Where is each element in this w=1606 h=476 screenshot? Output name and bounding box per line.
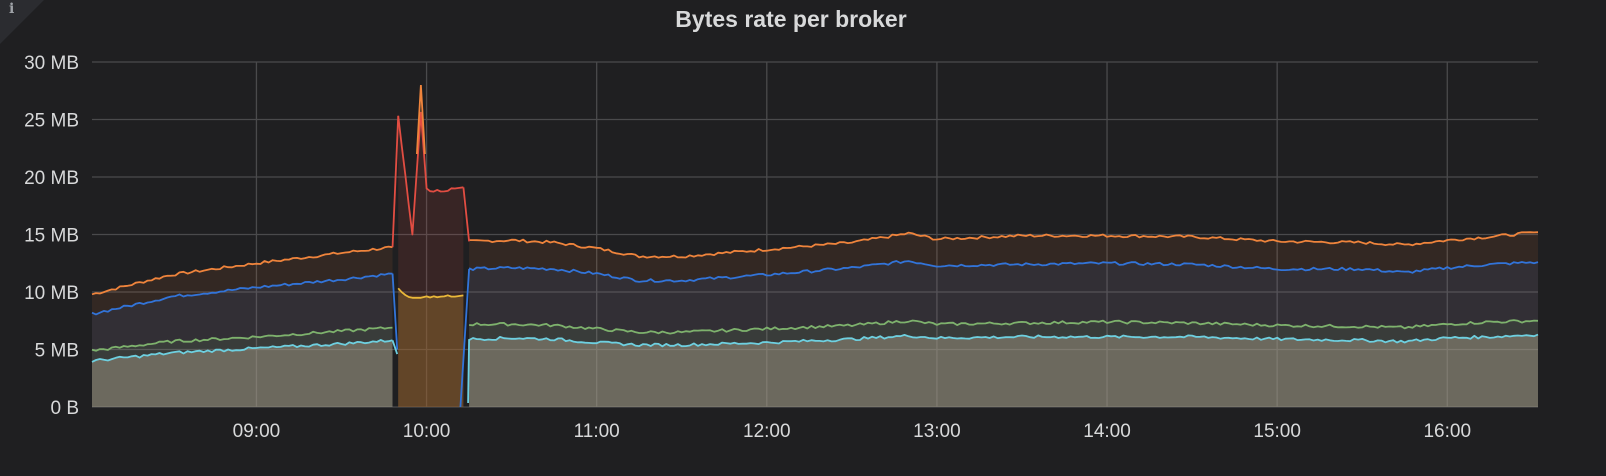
series-line-broker-4[interactable] bbox=[91, 339, 393, 363]
grid-lines bbox=[92, 61, 1538, 408]
x-tick-label: 11:00 bbox=[574, 421, 620, 442]
series-line-broker-1[interactable] bbox=[91, 245, 393, 296]
y-tick-label: 15 MB bbox=[24, 226, 79, 247]
series-line-broker-3[interactable] bbox=[91, 326, 393, 352]
series-lines bbox=[91, 84, 1539, 408]
y-tick-label: 0 B bbox=[50, 398, 79, 419]
y-tick-label: 30 MB bbox=[24, 53, 79, 74]
panel-corner bbox=[0, 0, 44, 44]
x-tick-label: 14:00 bbox=[1083, 421, 1131, 442]
y-axis: 0 B 5 MB 10 MB 15 MB 20 MB 25 MB 30 MB bbox=[24, 53, 79, 419]
series-line-broker-5[interactable] bbox=[397, 111, 464, 236]
x-tick-label: 10:00 bbox=[403, 421, 451, 442]
panel-title: Bytes rate per broker bbox=[675, 6, 907, 32]
x-tick-label: 13:00 bbox=[913, 421, 961, 442]
series-line-broker-4[interactable] bbox=[468, 333, 1539, 348]
y-tick-label: 5 MB bbox=[35, 341, 79, 362]
x-tick-label: 16:00 bbox=[1423, 421, 1471, 442]
y-tick-label: 20 MB bbox=[24, 168, 79, 189]
y-tick-label: 10 MB bbox=[24, 283, 79, 304]
series-line-broker-3[interactable] bbox=[469, 319, 1539, 335]
x-tick-label: 12:00 bbox=[743, 421, 791, 442]
series-areas bbox=[92, 112, 1539, 407]
series-line-broker-6[interactable] bbox=[397, 287, 464, 299]
x-tick-label: 09:00 bbox=[233, 421, 281, 442]
x-axis: 09:00 10:00 11:00 12:00 13:00 14:00 15:00 16:00 bbox=[233, 421, 1471, 442]
series-line-broker-2[interactable] bbox=[468, 260, 1539, 283]
x-tick-label: 15:00 bbox=[1253, 421, 1301, 442]
series-line-broker-1[interactable] bbox=[469, 231, 1539, 259]
series-line-broker-2[interactable] bbox=[91, 272, 393, 316]
info-icon[interactable]: i bbox=[9, 1, 15, 17]
y-tick-label: 25 MB bbox=[24, 111, 79, 132]
